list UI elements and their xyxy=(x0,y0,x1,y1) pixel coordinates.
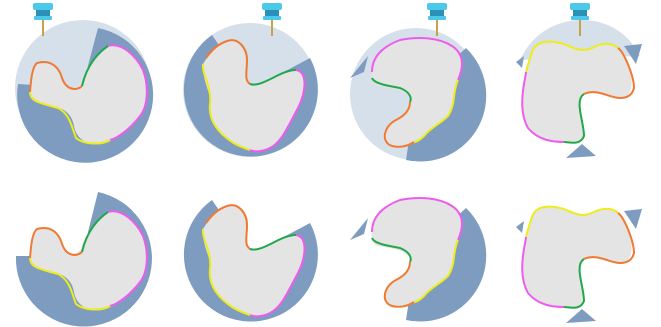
edge-green xyxy=(81,45,109,87)
edge-orange xyxy=(383,261,415,308)
stock-tab-left xyxy=(350,56,368,78)
edge-green xyxy=(371,77,412,103)
edge-green xyxy=(249,69,297,86)
stock-tab-bottom xyxy=(566,144,596,158)
part-shape xyxy=(522,41,632,143)
stock-tab-right xyxy=(624,44,642,64)
edge-magenta xyxy=(371,37,463,81)
edge-magenta xyxy=(107,44,148,141)
edge-orange xyxy=(29,61,83,93)
edge-magenta xyxy=(249,69,306,153)
edge-magenta xyxy=(521,236,565,308)
edge-green xyxy=(249,234,297,251)
edge-orange xyxy=(583,212,636,265)
edge-yellow xyxy=(201,63,251,151)
panel-row2-step2 xyxy=(183,200,318,322)
edge-green xyxy=(371,237,412,263)
stock-tab-left xyxy=(516,221,524,233)
panel-row1-step3 xyxy=(350,3,487,162)
edge-orange xyxy=(205,39,251,85)
panel-row1-step2 xyxy=(183,3,318,157)
stock-tab-bottom xyxy=(566,309,596,323)
edge-magenta xyxy=(371,197,463,241)
panel-row1-step4 xyxy=(516,3,642,158)
edge-yellow xyxy=(201,228,251,316)
panel-row2-step4 xyxy=(516,205,642,323)
edge-magenta xyxy=(521,71,565,143)
edge-yellow xyxy=(413,79,459,143)
edge-orange xyxy=(583,47,636,100)
edge-yellow xyxy=(29,91,111,145)
edge-yellow xyxy=(525,205,619,238)
panel-row1-step1 xyxy=(15,3,154,163)
part-shape xyxy=(522,206,632,308)
edge-green xyxy=(563,258,586,309)
edge-magenta xyxy=(249,234,306,318)
panel-row2-step1 xyxy=(15,192,152,327)
edge-yellow xyxy=(413,239,459,303)
stock-tab-left xyxy=(350,218,368,240)
stock-tab-left xyxy=(516,56,524,68)
stock-tab-right xyxy=(624,209,642,229)
edge-green xyxy=(81,211,109,253)
edge-orange xyxy=(383,101,415,148)
edge-yellow xyxy=(29,257,111,311)
edge-magenta xyxy=(107,210,148,307)
edge-orange xyxy=(29,227,83,259)
edge-green xyxy=(563,93,586,144)
edge-yellow xyxy=(525,40,619,73)
edge-orange xyxy=(205,204,251,250)
panel-row2-step3 xyxy=(350,197,487,322)
